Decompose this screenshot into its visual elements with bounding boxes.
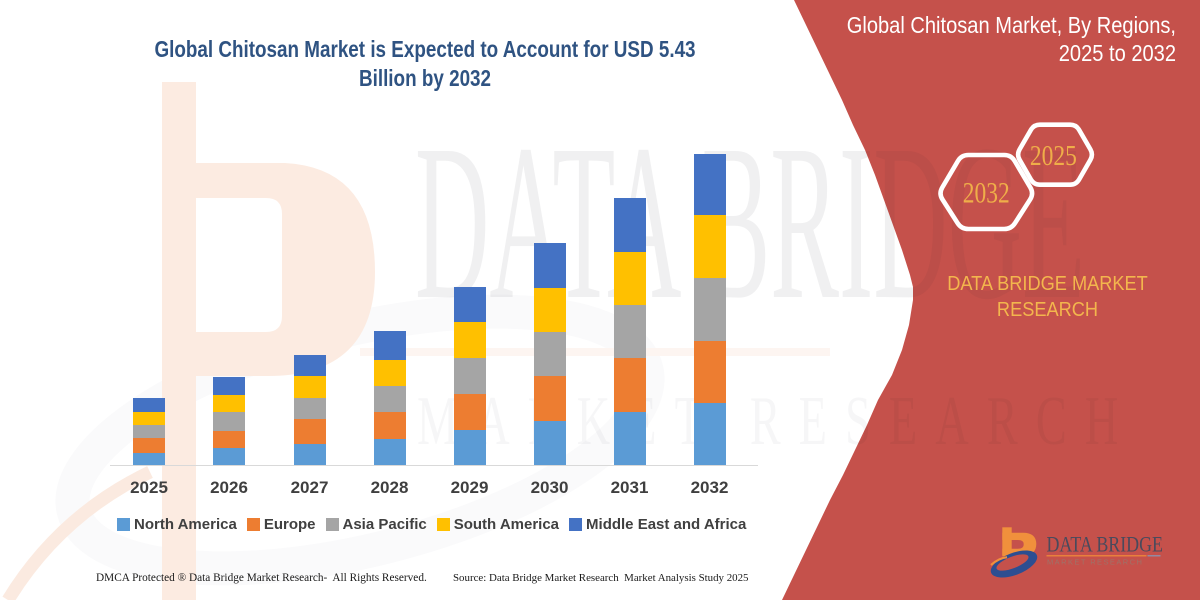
svg-text:2025: 2025 — [1030, 140, 1077, 172]
svg-text:MARKET RESEARCH: MARKET RESEARCH — [1047, 558, 1145, 567]
svg-text:2032: 2032 — [963, 177, 1010, 210]
svg-text:DATA BRIDGE: DATA BRIDGE — [1047, 531, 1164, 556]
